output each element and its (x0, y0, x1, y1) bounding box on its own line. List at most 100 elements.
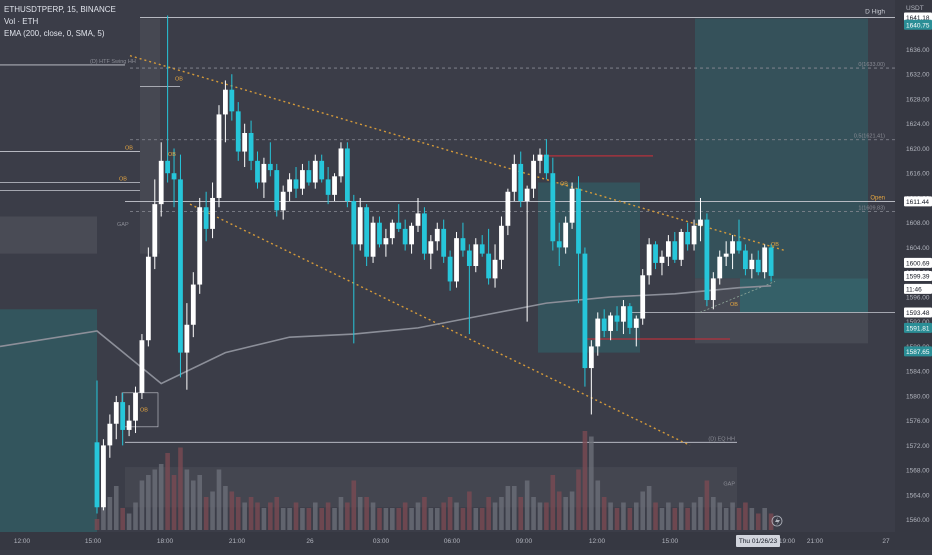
candle-body[interactable] (197, 207, 203, 285)
candle-body[interactable] (556, 241, 562, 248)
candle-body[interactable] (499, 225, 504, 260)
candle-body[interactable] (678, 231, 684, 260)
candle-body[interactable] (190, 284, 196, 325)
candle-body[interactable] (518, 163, 524, 202)
candle-body[interactable] (691, 225, 697, 245)
candle-body[interactable] (454, 238, 459, 282)
candle-body[interactable] (717, 256, 723, 279)
candle-body[interactable] (749, 259, 755, 270)
candle-body[interactable] (287, 179, 292, 192)
candle-body[interactable] (171, 173, 177, 180)
candle-body[interactable] (531, 160, 536, 189)
candle-body[interactable] (223, 89, 228, 115)
candle-body[interactable] (422, 213, 427, 254)
candle-body[interactable] (698, 219, 703, 226)
candle-body[interactable] (152, 204, 158, 257)
candle-body[interactable] (357, 207, 363, 245)
candle-body[interactable] (473, 244, 479, 266)
candle-body[interactable] (646, 244, 652, 276)
candle-body[interactable] (524, 188, 530, 202)
candle-body[interactable] (300, 170, 305, 189)
candle-body[interactable] (280, 191, 286, 211)
candle-body[interactable] (569, 188, 575, 223)
candle-body[interactable] (332, 176, 337, 195)
candle-body[interactable] (466, 250, 472, 266)
candle-body[interactable] (627, 306, 633, 328)
candle-body[interactable] (511, 163, 517, 192)
candle-body[interactable] (621, 306, 626, 322)
candle-body[interactable] (229, 89, 235, 112)
candle-body[interactable] (428, 241, 434, 254)
candle-body[interactable] (447, 256, 453, 282)
candle-body[interactable] (274, 170, 280, 211)
candle-body[interactable] (441, 228, 447, 257)
candle-body[interactable] (601, 318, 607, 331)
candle-body[interactable] (293, 179, 299, 189)
candle-body[interactable] (139, 340, 145, 393)
candle-body[interactable] (768, 247, 774, 276)
volume-indicator-label[interactable]: Vol · ETH (4, 17, 39, 26)
candle-body[interactable] (685, 231, 691, 245)
candle-body[interactable] (550, 173, 556, 242)
candle-body[interactable] (107, 423, 113, 446)
candle-body[interactable] (351, 201, 357, 245)
candle-body[interactable] (133, 392, 138, 421)
candle-body[interactable] (319, 160, 325, 180)
candle-body[interactable] (505, 191, 511, 226)
candle-body[interactable] (312, 160, 318, 183)
candle-body[interactable] (755, 259, 761, 273)
candle-body[interactable] (460, 238, 466, 251)
candle-body[interactable] (242, 133, 248, 152)
candle-body[interactable] (216, 114, 222, 198)
symbol-title[interactable]: ETHUSDTPERP, 15, BINANCE (4, 5, 116, 14)
candle-body[interactable] (370, 222, 376, 257)
candle-body[interactable] (364, 207, 370, 257)
candle-body[interactable] (126, 420, 132, 430)
candle-body[interactable] (248, 133, 254, 161)
candle-body[interactable] (235, 111, 241, 152)
candle-body[interactable] (389, 222, 395, 239)
candle-body[interactable] (325, 179, 331, 195)
candle-body[interactable] (338, 148, 344, 177)
candle-body[interactable] (743, 250, 748, 270)
candle-body[interactable] (659, 256, 665, 263)
candle-body[interactable] (608, 315, 613, 331)
candle-body[interactable] (434, 228, 440, 242)
candle-body[interactable] (665, 241, 671, 257)
candle-body[interactable] (210, 197, 215, 229)
candle-body[interactable] (402, 228, 408, 245)
candle-body[interactable] (101, 445, 106, 508)
bolt-icon[interactable] (771, 515, 783, 527)
candle-body[interactable] (588, 346, 594, 369)
candle-body[interactable] (704, 219, 710, 301)
candle-body[interactable] (178, 179, 183, 353)
candle-body[interactable] (306, 170, 312, 183)
candle-body[interactable] (640, 275, 646, 319)
candle-body[interactable] (94, 442, 100, 508)
candle-body[interactable] (730, 241, 735, 254)
candle-body[interactable] (653, 244, 658, 263)
candle-body[interactable] (537, 154, 543, 161)
candle-body[interactable] (267, 163, 273, 171)
ema-indicator-label[interactable]: EMA (200, close, 0, SMA, 5) (4, 29, 105, 38)
candle-body[interactable] (158, 160, 164, 205)
candle-body[interactable] (203, 207, 209, 229)
candle-body[interactable] (383, 238, 389, 245)
candle-body[interactable] (710, 278, 716, 301)
candle-body[interactable] (544, 154, 549, 174)
candle-body[interactable] (377, 222, 382, 245)
candle-body[interactable] (762, 247, 768, 273)
candle-body[interactable] (595, 318, 601, 347)
candle-body[interactable] (614, 315, 620, 322)
candle-body[interactable] (486, 253, 492, 279)
candle-body[interactable] (479, 244, 485, 254)
candle-body[interactable] (120, 402, 126, 430)
candle-body[interactable] (113, 402, 119, 424)
candle-body[interactable] (344, 148, 350, 202)
candle-body[interactable] (492, 259, 498, 279)
candle-body[interactable] (255, 160, 260, 183)
candle-body[interactable] (409, 225, 414, 245)
candle-body[interactable] (723, 253, 729, 257)
